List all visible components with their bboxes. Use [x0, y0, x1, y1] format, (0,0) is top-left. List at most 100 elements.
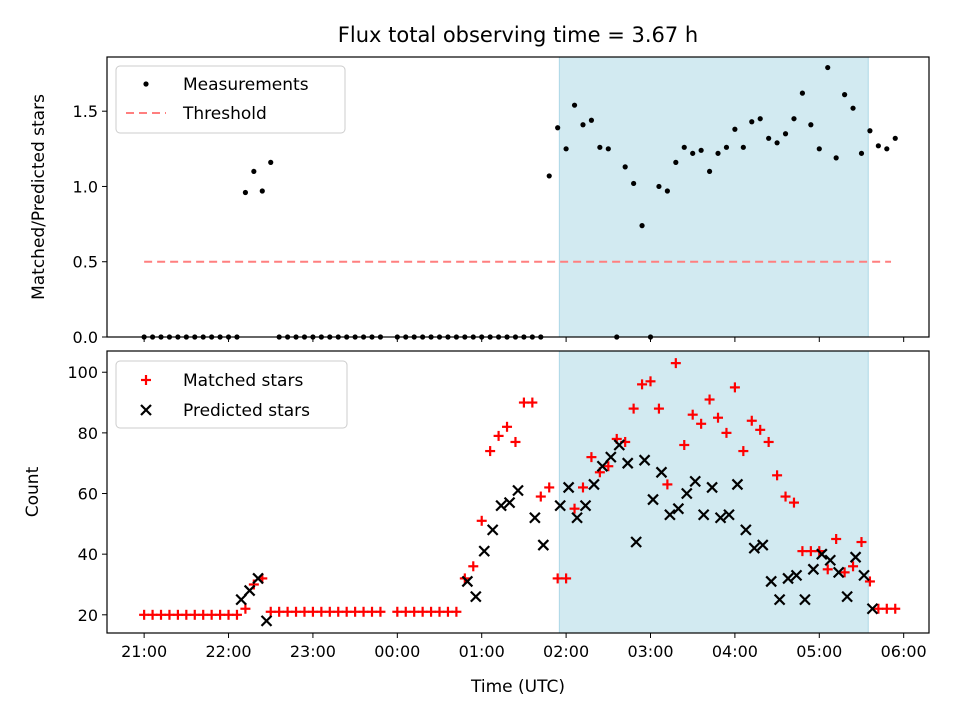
predicted-star-marker: [512, 484, 524, 497]
predicted-star-b: [537, 539, 550, 551]
predicted-star-b: [621, 457, 634, 469]
predicted-star-b: [554, 499, 566, 512]
matched-star-marker: [400, 606, 411, 617]
predicted-star-marker: [655, 466, 668, 479]
measurement-point: [791, 116, 797, 122]
predicted-star-b: [706, 481, 718, 494]
observing-span: [558, 56, 869, 338]
predicted-star-b: [849, 551, 862, 563]
predicted-star-marker: [621, 457, 634, 469]
predicted-star-marker: [647, 493, 659, 506]
matched-star-marker: [493, 430, 504, 441]
matched-star-marker: [890, 603, 901, 614]
predicted-star-marker: [689, 475, 702, 488]
matched-star-marker: [358, 606, 369, 617]
matched-star-marker: [366, 606, 377, 617]
predicted-star-marker: [748, 542, 761, 554]
matched-star-marker: [653, 403, 664, 414]
matched-star-marker: [848, 561, 859, 572]
predicted-star-marker: [537, 539, 550, 551]
matched-star-marker: [586, 452, 597, 463]
matched-star-marker: [392, 606, 403, 617]
predicted-star-marker: [554, 499, 566, 512]
predicted-star-marker: [605, 451, 617, 463]
matched-star-marker: [864, 576, 875, 587]
predicted-star-b: [697, 508, 710, 521]
measurement-point: [242, 189, 249, 196]
predicted-star-b: [243, 584, 256, 597]
predicted-star-b: [672, 502, 685, 515]
measurement-point: [555, 125, 561, 131]
predicted-star-marker: [596, 460, 609, 473]
matched-star-marker: [797, 546, 808, 557]
predicted-star-b: [562, 481, 575, 494]
matched-star-marker: [434, 606, 445, 617]
matched-star-marker: [738, 446, 749, 457]
matched-star-marker: [561, 573, 572, 584]
predicted-star-marker: [697, 508, 710, 521]
measurement-point: [698, 147, 704, 153]
matched-star-marker: [721, 427, 732, 438]
matched-star-marker: [755, 424, 766, 435]
matched-star-marker: [881, 603, 892, 614]
predicted-star-marker: [841, 590, 853, 603]
measurement-point: [723, 144, 730, 150]
predicted-star-marker: [782, 572, 794, 585]
predicted-star-b: [571, 511, 583, 524]
observing-span: [558, 350, 869, 634]
matched-star-marker: [873, 603, 884, 614]
measurement-point: [884, 146, 890, 152]
matched-star-marker: [696, 418, 707, 429]
y-tick-label: 1.0: [73, 177, 98, 196]
matched-star-marker: [324, 606, 335, 617]
x-tick-label: 21:00: [121, 642, 167, 661]
legend-predicted-marker: [140, 404, 152, 416]
predicted-star-b: [495, 499, 507, 512]
bottom-ylabel: Count: [23, 466, 43, 517]
matched-star-marker: [805, 546, 816, 557]
measurement-point: [833, 155, 839, 161]
predicted-star-marker: [773, 593, 786, 606]
matched-star-marker: [333, 606, 344, 617]
measurement-point: [673, 159, 679, 165]
legend-matched-label: Matched stars: [183, 371, 303, 391]
matched-star-marker: [189, 609, 200, 620]
legend-threshold-label: Threshold: [182, 104, 267, 124]
predicted-star-marker: [461, 575, 474, 588]
predicted-star-marker: [858, 569, 870, 582]
predicted-star-b: [478, 545, 491, 557]
matched-star-marker: [645, 376, 656, 387]
matched-star-marker: [451, 606, 462, 617]
predicted-star-b: [765, 575, 777, 588]
matched-star-marker: [291, 606, 302, 617]
measurement-point: [858, 150, 865, 156]
predicted-star-b: [260, 615, 273, 627]
matched-star-marker: [780, 491, 791, 502]
measurement-point: [757, 116, 763, 122]
predicted-star-marker: [740, 524, 752, 536]
matched-star-marker: [569, 503, 580, 514]
matched-star-marker: [248, 579, 259, 590]
x-tick-label: 05:00: [796, 642, 842, 661]
predicted-star-b: [782, 572, 794, 585]
measurement-point: [631, 180, 637, 187]
matched-star-marker: [476, 515, 487, 526]
matched-star-marker: [231, 609, 242, 620]
measurement-point: [259, 188, 265, 194]
predicted-star-b: [664, 508, 676, 521]
legend-measurements-marker: [143, 81, 149, 87]
predicted-star-b: [638, 454, 651, 466]
predicted-star-b: [807, 563, 820, 576]
measurement-point: [588, 117, 595, 123]
predicted-star-b: [731, 478, 744, 491]
measurement-point: [850, 105, 856, 111]
predicted-star-b: [503, 496, 516, 509]
measurement-point: [605, 146, 611, 152]
predicted-star-b: [596, 460, 609, 473]
measurement-point: [639, 223, 645, 229]
measurement-point: [740, 144, 746, 150]
predicted-star-marker: [638, 454, 651, 466]
measurement-point: [867, 128, 873, 134]
predicted-star-marker: [495, 499, 507, 512]
matched-star-marker: [409, 606, 420, 617]
